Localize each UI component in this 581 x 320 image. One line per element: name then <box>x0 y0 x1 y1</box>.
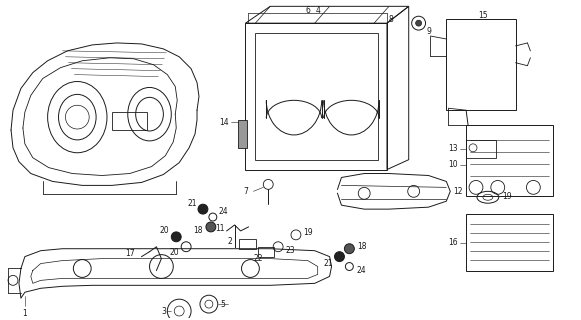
Text: 14: 14 <box>219 117 229 127</box>
Text: 21: 21 <box>323 259 332 268</box>
Circle shape <box>171 232 181 242</box>
Text: 7: 7 <box>243 187 249 196</box>
Text: 11: 11 <box>215 224 225 233</box>
Text: 2: 2 <box>228 237 232 246</box>
Bar <box>239 239 256 249</box>
Text: 4: 4 <box>315 6 320 15</box>
Bar <box>446 19 515 110</box>
Text: 21: 21 <box>188 199 197 208</box>
Text: 13: 13 <box>449 144 458 153</box>
Text: 9: 9 <box>426 27 432 36</box>
Text: 19: 19 <box>303 228 313 237</box>
Bar <box>466 214 553 271</box>
Bar <box>466 140 496 158</box>
Bar <box>259 247 274 257</box>
Text: 22: 22 <box>253 254 263 263</box>
Circle shape <box>415 20 422 26</box>
Bar <box>466 125 553 196</box>
Circle shape <box>198 204 208 214</box>
Text: 1: 1 <box>23 308 27 317</box>
Text: 6: 6 <box>306 6 310 15</box>
Text: 5: 5 <box>221 300 225 308</box>
Circle shape <box>335 252 345 261</box>
Text: 23: 23 <box>285 246 295 255</box>
Text: 18: 18 <box>357 242 367 251</box>
Text: 20: 20 <box>160 227 169 236</box>
Text: 20: 20 <box>170 248 179 257</box>
Bar <box>112 112 146 130</box>
Text: 12: 12 <box>453 187 462 196</box>
Text: 10: 10 <box>449 160 458 169</box>
Text: 19: 19 <box>503 192 512 201</box>
Text: 18: 18 <box>193 227 203 236</box>
Text: 24: 24 <box>219 207 228 216</box>
Bar <box>256 33 378 160</box>
Text: 16: 16 <box>449 238 458 247</box>
Circle shape <box>345 244 354 254</box>
Bar <box>238 120 248 148</box>
Circle shape <box>206 222 216 232</box>
Text: 15: 15 <box>478 11 487 20</box>
Text: 8: 8 <box>389 15 393 24</box>
Text: 3: 3 <box>162 307 166 316</box>
Text: 24: 24 <box>356 266 366 275</box>
Text: 17: 17 <box>125 249 135 258</box>
